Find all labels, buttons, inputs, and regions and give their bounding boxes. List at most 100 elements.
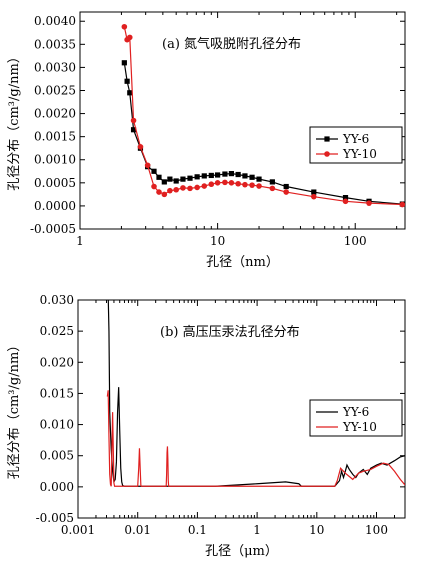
top-data-point-yy-6 bbox=[228, 170, 235, 177]
bottom-legend: YY-6YY-10 bbox=[309, 399, 403, 437]
top-data-point-yy-10 bbox=[214, 180, 221, 186]
top-data-point-yy-10 bbox=[121, 23, 128, 30]
top-plot-frame bbox=[79, 11, 406, 230]
bottom-x-tick-label: 10 bbox=[309, 523, 324, 537]
top-y-tick-label: 0.0030 bbox=[34, 60, 76, 74]
top-chart: -0.0005 0.0000 0.0005 0.0010 0.0015 0.0020 0.0… bbox=[7, 11, 406, 270]
top-data-point-yy-6 bbox=[121, 60, 127, 66]
top-data-point-yy-10 bbox=[342, 198, 349, 205]
top-y-tick-label: 0.0020 bbox=[34, 107, 76, 121]
top-y-tick-label: 0.0010 bbox=[34, 153, 76, 167]
bottom-x-tick-label: 0.1 bbox=[188, 523, 207, 537]
top-x-tick-label: 1 bbox=[76, 234, 84, 248]
top-data-point-yy-6 bbox=[215, 172, 221, 178]
top-data-point-yy-10 bbox=[173, 186, 179, 193]
bottom-legend-box bbox=[309, 399, 403, 437]
top-data-point-yy-10 bbox=[366, 200, 372, 206]
bottom-series-line-yy-6 bbox=[107, 300, 405, 487]
bottom-x-tick-label: 100 bbox=[365, 523, 388, 537]
top-data-point-yy-6 bbox=[201, 173, 207, 179]
top-data-point-yy-10 bbox=[283, 189, 289, 195]
top-data-point-yy-10 bbox=[256, 183, 262, 189]
top-data-point-yy-10 bbox=[187, 185, 193, 192]
top-data-point-yy-6 bbox=[269, 179, 275, 185]
top-data-point-yy-6 bbox=[249, 174, 255, 180]
top-data-point-yy-10 bbox=[399, 201, 405, 208]
bottom-y-tick-label: 0.020 bbox=[40, 355, 74, 369]
top-legend-marker-yy-10 bbox=[324, 151, 330, 157]
top-data-point-yy-10 bbox=[249, 182, 255, 188]
top-data-point-yy-6 bbox=[156, 174, 162, 180]
top-data-point-yy-6 bbox=[127, 90, 133, 96]
top-data-point-yy-6 bbox=[167, 176, 173, 182]
top-data-point-yy-6 bbox=[222, 171, 228, 177]
bottom-legend-label-yy-10: YY-10 bbox=[342, 420, 377, 434]
top-data-point-yy-6 bbox=[256, 176, 262, 182]
top-x-axis-label: 孔径（nm） bbox=[206, 255, 279, 270]
top-legend: YY-6YY-10 bbox=[309, 126, 403, 164]
top-legend-label-yy-6: YY-6 bbox=[342, 132, 369, 146]
bottom-legend-label-yy-6: YY-6 bbox=[342, 405, 369, 419]
top-data-point-yy-10 bbox=[180, 185, 186, 191]
top-y-tick-label: 0.0040 bbox=[34, 14, 76, 28]
top-x-tick-label: 100 bbox=[344, 234, 367, 248]
bottom-y-tick-label: 0.000 bbox=[40, 480, 74, 494]
top-data-point-yy-10 bbox=[167, 187, 173, 194]
bottom-chart-title: (b) 高压压汞法孔径分布 bbox=[160, 324, 300, 340]
top-y-tick-label: -0.0005 bbox=[30, 222, 76, 236]
top-data-point-yy-6 bbox=[130, 127, 137, 133]
top-data-point-yy-10 bbox=[269, 185, 276, 192]
top-y-axis-label: 孔径分布（cm³/g/nm） bbox=[7, 50, 22, 191]
top-data-point-yy-10 bbox=[201, 183, 208, 189]
top-data-point-yy-6 bbox=[194, 174, 200, 180]
top-y-tick-label: 0.0035 bbox=[34, 37, 76, 51]
top-data-point-yy-6 bbox=[173, 178, 179, 184]
top-data-point-yy-10 bbox=[208, 181, 215, 188]
top-y-tick-label: 0.0015 bbox=[34, 130, 76, 144]
top-data-point-yy-6 bbox=[187, 175, 193, 181]
top-data-point-yy-6 bbox=[151, 168, 157, 174]
bottom-x-axis-label: 孔径（μm） bbox=[205, 544, 278, 559]
bottom-y-tick-label: 0.030 bbox=[40, 293, 74, 307]
top-data-point-yy-10 bbox=[151, 183, 157, 190]
bottom-x-tick-label: 0.01 bbox=[124, 523, 151, 537]
top-data-point-yy-10 bbox=[242, 181, 248, 188]
top-data-point-yy-10 bbox=[130, 117, 137, 124]
top-legend-box bbox=[309, 126, 403, 164]
top-data-point-yy-6 bbox=[283, 183, 289, 190]
top-data-point-yy-10 bbox=[161, 191, 168, 198]
bottom-y-tick-label: 0.005 bbox=[40, 449, 74, 463]
top-data-point-yy-6 bbox=[124, 78, 130, 84]
top-y-tick-label: 0.0005 bbox=[34, 176, 76, 190]
top-data-point-yy-10 bbox=[156, 189, 162, 195]
top-data-point-yy-6 bbox=[208, 172, 214, 179]
top-y-tick-label: 0.0025 bbox=[34, 83, 76, 97]
top-data-point-yy-6 bbox=[242, 173, 248, 179]
top-data-point-yy-6 bbox=[180, 176, 186, 182]
bottom-x-tick-label: 1 bbox=[253, 523, 261, 537]
bottom-y-tick-label: 0.025 bbox=[40, 324, 74, 338]
bottom-series-group bbox=[106, 300, 405, 487]
top-data-point-yy-10 bbox=[222, 179, 228, 186]
bottom-y-tick-label: 0.015 bbox=[40, 386, 74, 400]
top-data-point-yy-10 bbox=[228, 180, 235, 186]
top-series-line-yy-10 bbox=[123, 26, 403, 206]
top-legend-label-yy-10: YY-10 bbox=[342, 147, 377, 161]
top-data-point-yy-10 bbox=[310, 193, 317, 200]
top-data-point-yy-6 bbox=[161, 179, 167, 185]
top-data-point-yy-6 bbox=[235, 171, 241, 178]
top-data-point-yy-6 bbox=[342, 195, 349, 201]
top-data-point-yy-10 bbox=[137, 144, 144, 150]
top-data-point-yy-10 bbox=[235, 180, 241, 187]
bottom-x-tick-label: 0.001 bbox=[61, 523, 95, 537]
bottom-y-tick-label: 0.010 bbox=[40, 418, 74, 432]
top-chart-title: (a) 氮气吸脱附孔径分布 bbox=[162, 36, 301, 52]
top-y-tick-label: 0.0000 bbox=[34, 199, 76, 213]
bottom-y-axis-label: 孔径分布（cm³/g/nm） bbox=[7, 339, 22, 480]
top-x-tick-label: 10 bbox=[210, 234, 225, 248]
bottom-y-tick-label: -0.005 bbox=[36, 511, 74, 525]
bottom-chart: -0.005 0.000 0.005 0.010 0.015 0.020 0.025 0.03… bbox=[7, 293, 406, 559]
top-series-group bbox=[121, 23, 405, 208]
top-data-point-yy-10 bbox=[194, 184, 200, 191]
